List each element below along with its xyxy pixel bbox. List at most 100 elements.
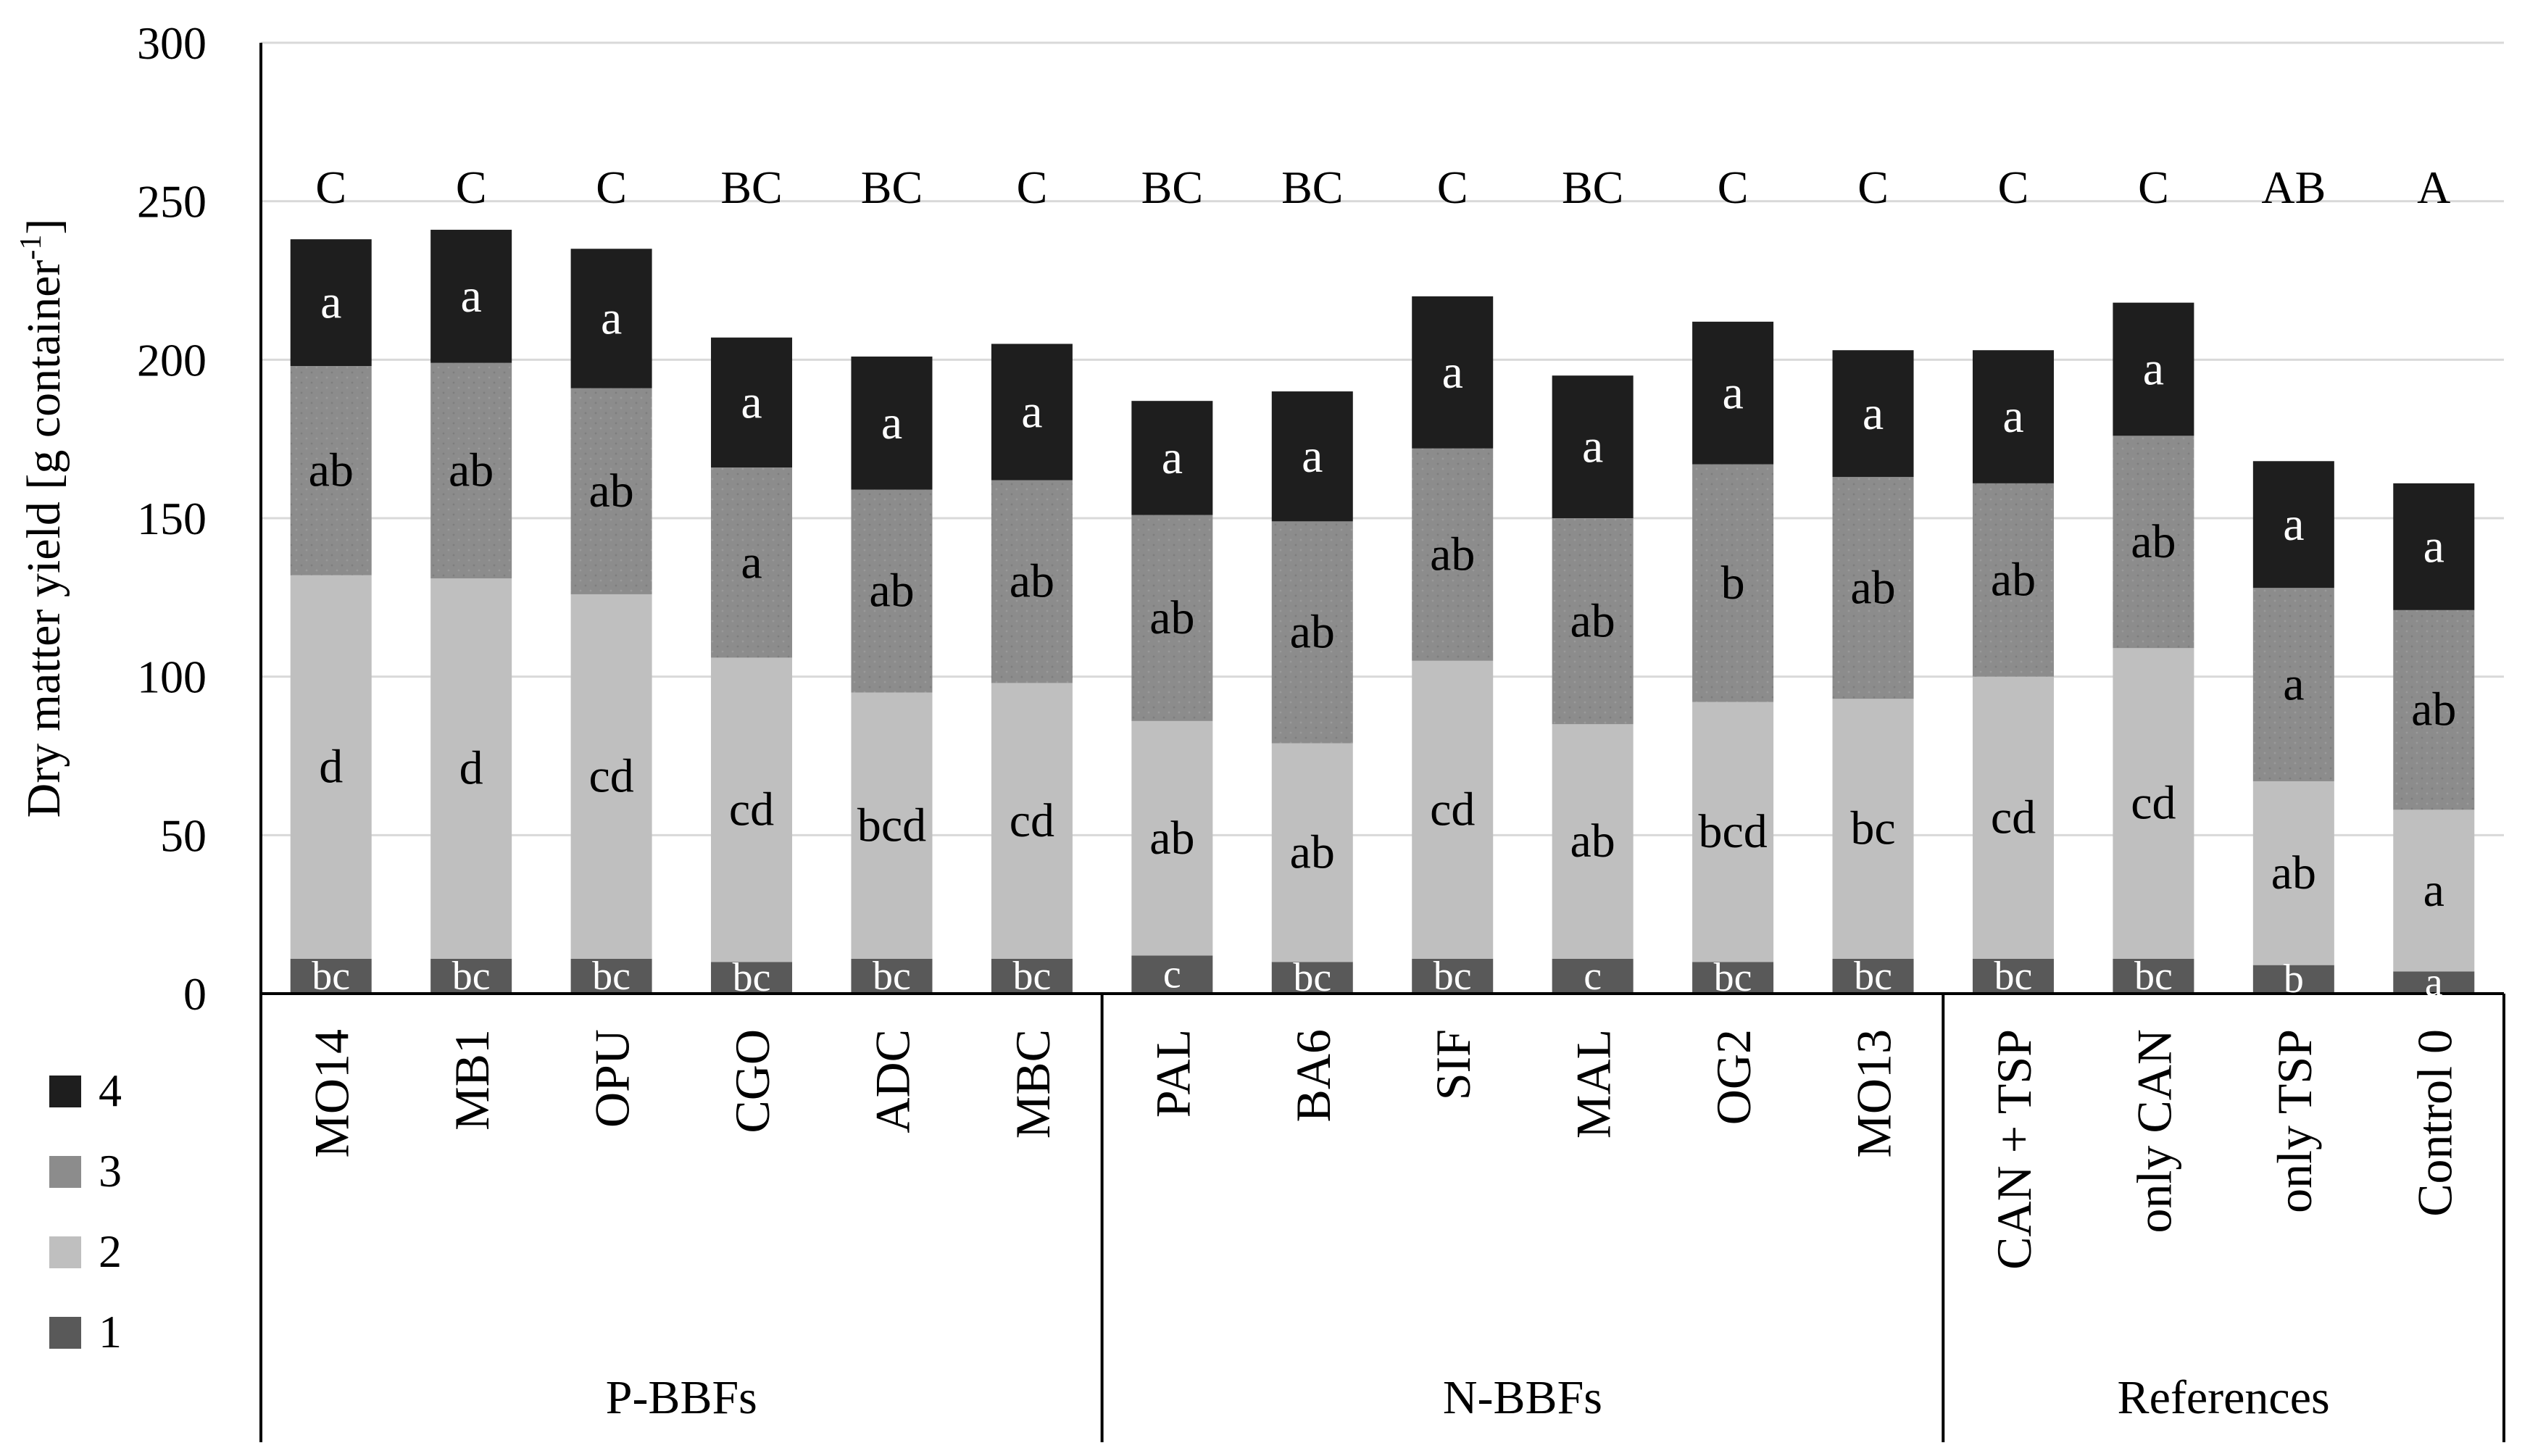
bar-segment-2: [711, 657, 793, 962]
segment-letter: a: [461, 270, 482, 323]
total-letter: AB: [2261, 162, 2326, 213]
x-tick-label: only TSP: [2267, 1029, 2322, 1213]
total-letter: BC: [1141, 162, 1203, 213]
segment-letter: a: [741, 536, 762, 588]
segment-letter: bc: [592, 954, 631, 999]
total-letter: C: [456, 162, 487, 213]
bar-segment-1: [851, 958, 933, 994]
bar-segment-4: [2252, 461, 2334, 588]
segment-letter: ab: [1570, 815, 1615, 868]
legend-swatch-4: [49, 1076, 81, 1107]
x-tick-label: BA6: [1286, 1029, 1341, 1122]
bar-segment-1: [1412, 958, 1494, 994]
segment-letter: d: [459, 742, 483, 795]
total-letter: A: [2417, 162, 2450, 213]
y-tick-label: 0: [183, 968, 207, 1020]
segment-letter: c: [1584, 954, 1602, 999]
bar-segment-2: [2252, 781, 2334, 965]
segment-letter: ab: [1850, 561, 1895, 614]
bar-segment-4: [1412, 296, 1494, 449]
x-tick-label: SIF: [1426, 1029, 1481, 1100]
segment-letter: b: [1721, 557, 1745, 610]
segment-letter: a: [1863, 387, 1884, 440]
bar-segment-4: [1692, 321, 1774, 465]
bar-stacks: [290, 230, 2475, 994]
legend-swatch-2: [49, 1236, 81, 1268]
segment-letter: bc: [452, 954, 491, 999]
x-tick-label: MO13: [1847, 1029, 1902, 1158]
bar-segment-4: [991, 344, 1073, 481]
legend: 4 3 2 1: [49, 1065, 122, 1357]
segment-letter: a: [741, 375, 762, 428]
segment-letter: d: [319, 740, 343, 793]
bar-segment-1: [1271, 962, 1353, 994]
bar-segment-3: [1692, 464, 1774, 702]
segment-letter: a: [1162, 431, 1183, 484]
bar-segment-1: [570, 958, 652, 994]
segment-letter: ab: [1991, 553, 2036, 606]
y-axis-title: Dry matter yield [g container-1]: [14, 219, 70, 818]
y-tick-label: 50: [160, 810, 207, 861]
total-letter: C: [1857, 162, 1889, 213]
x-tick-label: MAL: [1566, 1029, 1621, 1139]
bar-segment-2: [1552, 724, 1634, 959]
segment-letter: a: [601, 292, 622, 345]
bar-segment-1: [1832, 958, 1914, 994]
segment-letter: a: [2283, 498, 2304, 551]
segment-letter: bc: [1714, 955, 1752, 1000]
bar-segment-3: [1412, 448, 1494, 661]
segment-letter: a: [2423, 520, 2444, 573]
total-letter: BC: [861, 162, 923, 213]
segment-letter: a: [2283, 658, 2304, 711]
total-letter: C: [2138, 162, 2169, 213]
x-tick-label: Control 0: [2407, 1029, 2462, 1217]
segment-letter: a: [2002, 390, 2023, 443]
segment-letter: bc: [1293, 955, 1331, 1000]
y-axis-title-superscript: -1: [14, 235, 48, 260]
total-letter: C: [1437, 162, 1468, 213]
segment-letter: cd: [588, 750, 633, 803]
bar-segment-2: [2393, 810, 2475, 972]
bar-segment-1: [711, 962, 793, 994]
bar-segment-2: [290, 575, 372, 959]
legend-label-1: 1: [99, 1306, 122, 1357]
labels: 0 50 100 150 200 250 300 Dry matter yield [g co…: [14, 17, 2462, 1424]
bar-segment-1: [430, 958, 512, 994]
bar-segment-4: [1271, 391, 1353, 522]
segment-letter: a: [1021, 386, 1042, 438]
segment-letter: ab: [588, 465, 633, 517]
bar-segment-3: [711, 467, 793, 658]
segment-letter: bc: [1850, 802, 1895, 855]
bar-segment-3: [1131, 515, 1213, 721]
y-axis-title-main: Dry matter yield [g container: [17, 260, 70, 818]
bar-segment-2: [991, 683, 1073, 959]
bar-segment-4: [290, 239, 372, 367]
segment-letter: ab: [1010, 555, 1054, 608]
y-tick-label: 200: [137, 334, 207, 386]
segment-letter: a: [320, 276, 341, 329]
x-tick-label: CGO: [725, 1029, 780, 1133]
segment-letter: a: [1302, 430, 1323, 483]
y-tick-label: 150: [137, 493, 207, 544]
segment-letter: ab: [1290, 826, 1335, 879]
bar-segment-3: [2113, 436, 2194, 649]
bar-segment-1: [991, 958, 1073, 994]
x-tick-label: OPU: [585, 1029, 640, 1128]
segment-letter: cd: [1991, 791, 2036, 844]
legend-label-4: 4: [99, 1065, 122, 1116]
group-label: P-BBFs: [606, 1371, 757, 1424]
bar-segment-1: [1972, 958, 2054, 994]
bar-segment-1: [1552, 958, 1634, 994]
segment-letter: bc: [312, 954, 350, 999]
total-letter: C: [1998, 162, 2029, 213]
bar-segment-4: [1552, 375, 1634, 518]
total-letter: BC: [1562, 162, 1623, 213]
bar-segment-1: [1692, 962, 1774, 994]
group-label: N-BBFs: [1443, 1371, 1602, 1424]
bar-segment-2: [1271, 743, 1353, 962]
bar-segment-3: [1552, 518, 1634, 725]
bar-segment-1: [2252, 965, 2334, 994]
bar-segment-2: [430, 578, 512, 959]
